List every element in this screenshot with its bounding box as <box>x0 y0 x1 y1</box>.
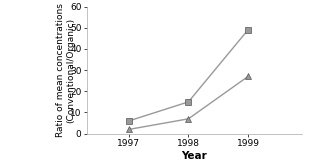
Y-axis label: Ratio of mean concentrations
(Conventional/Organic): Ratio of mean concentrations (Convention… <box>56 3 76 137</box>
X-axis label: Year: Year <box>182 151 207 161</box>
